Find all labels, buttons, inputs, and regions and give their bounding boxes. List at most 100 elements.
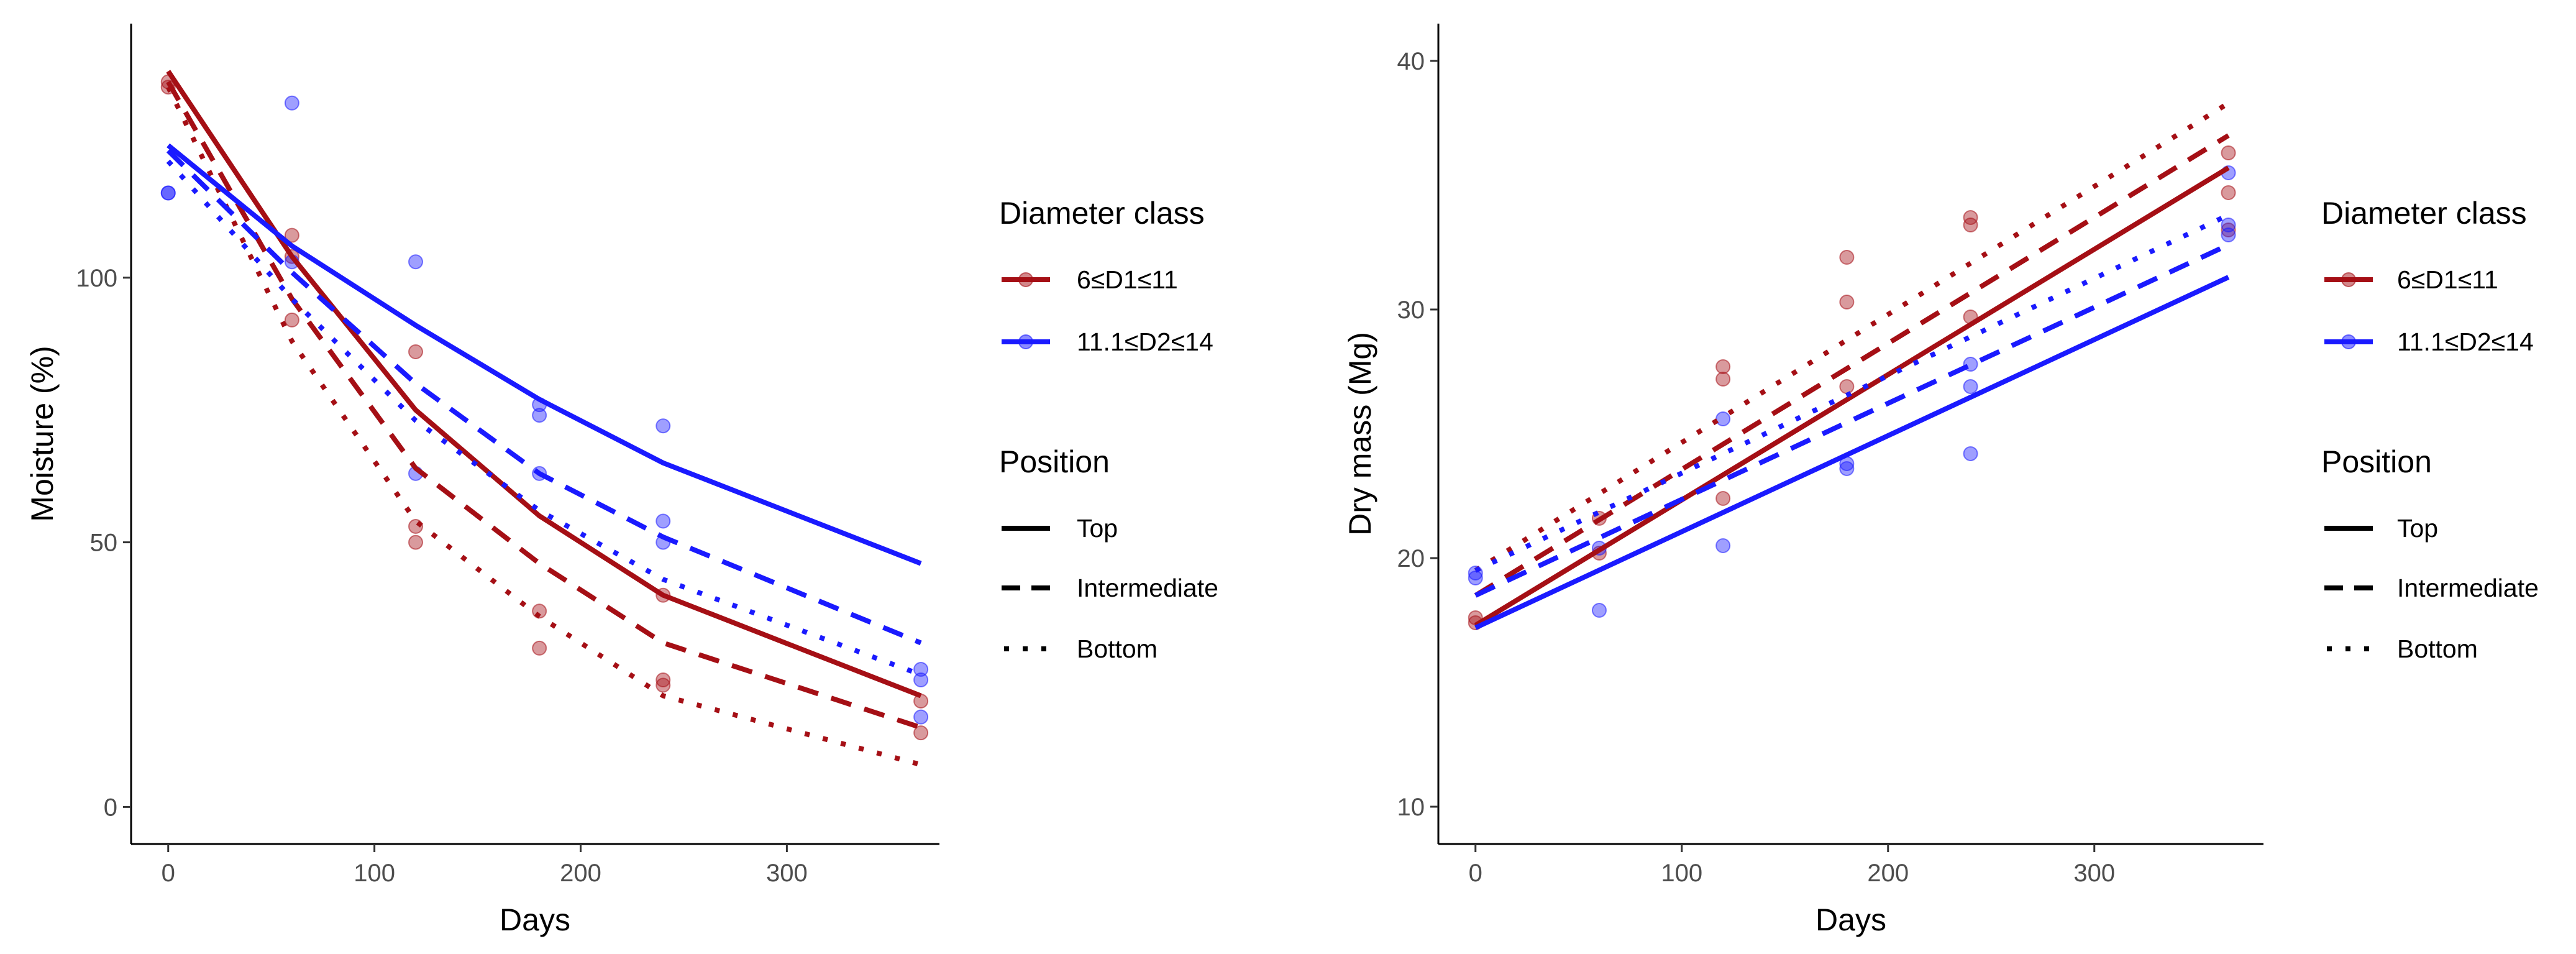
dry-mass-data-point bbox=[1591, 603, 1607, 618]
moisture-x-ticks: 0 100 200 300 bbox=[162, 844, 808, 887]
dry-mass-series-line-dashed-d1 bbox=[1474, 133, 2230, 598]
dry-mass-data-point bbox=[1839, 461, 1855, 476]
moisture-data-point bbox=[284, 95, 299, 111]
moisture-legend-d1-label: 6≤D1≤11 bbox=[1077, 265, 1178, 294]
moisture-x-axis-title: Days bbox=[500, 902, 570, 937]
moisture-plot-area bbox=[160, 70, 929, 768]
dry-mass-legend-top: Top bbox=[2324, 514, 2438, 543]
dry-mass-legend-bottom: Bottom bbox=[2327, 635, 2478, 663]
moisture-legend-d2-point bbox=[1018, 334, 1033, 349]
dry-mass-data-point bbox=[1468, 571, 1483, 585]
dry-mass-legend-diameter-d1: 6≤D1≤11 bbox=[2324, 265, 2498, 294]
moisture-data-point bbox=[284, 227, 299, 243]
dry-mass-data-point bbox=[2221, 227, 2236, 242]
dry-mass-legend-diameter-title: Diameter class bbox=[2321, 196, 2527, 231]
dry-mass-data-point bbox=[1839, 295, 1855, 310]
moisture-y-ticks: 0 50 100 bbox=[76, 265, 131, 821]
moisture-legend: Diameter class 6≤D1≤11 11.1≤D2≤14 Positi… bbox=[999, 196, 1218, 663]
moisture-legend-top-label: Top bbox=[1077, 514, 1118, 543]
dry-mass-data-point bbox=[2221, 222, 2236, 237]
dry-mass-y-tick-label: 20 bbox=[1397, 545, 1425, 572]
moisture-data-point bbox=[913, 725, 929, 741]
moisture-legend-d1-point bbox=[1018, 272, 1033, 287]
dry-mass-legend-top-label: Top bbox=[2397, 514, 2438, 543]
dry-mass-legend-d1-label: 6≤D1≤11 bbox=[2397, 265, 2498, 294]
dry-mass-x-tick-label: 0 bbox=[1469, 860, 1482, 887]
dry-mass-data-point bbox=[1963, 218, 1978, 232]
moisture-data-point bbox=[284, 312, 299, 328]
moisture-legend-top: Top bbox=[1002, 514, 1118, 543]
moisture-data-point bbox=[655, 677, 671, 693]
dry-mass-data-point bbox=[1715, 359, 1731, 374]
dry-mass-data-point bbox=[1963, 446, 1978, 461]
moisture-legend-position-title: Position bbox=[999, 444, 1110, 479]
moisture-y-axis-title: Moisture (%) bbox=[25, 346, 60, 521]
moisture-legend-diameter-d1: 6≤D1≤11 bbox=[1002, 265, 1178, 294]
moisture-data-point bbox=[913, 709, 929, 725]
dry-mass-y-tick-label: 40 bbox=[1397, 48, 1425, 75]
moisture-series-line-solid-d2 bbox=[167, 143, 922, 566]
dry-mass-legend-bottom-label: Bottom bbox=[2397, 635, 2478, 663]
dry-mass-x-tick-label: 200 bbox=[1867, 860, 1909, 887]
dry-mass-x-tick-label: 300 bbox=[2073, 860, 2115, 887]
moisture-legend-diameter-title: Diameter class bbox=[999, 196, 1205, 231]
dry-mass-x-ticks: 0 100 200 300 bbox=[1469, 844, 2115, 887]
moisture-data-point bbox=[408, 254, 424, 270]
moisture-panel: Days Moisture (%) 0 100 200 300 0 50 100 bbox=[25, 24, 939, 937]
moisture-legend-intermediate: Intermediate bbox=[1002, 574, 1218, 602]
dry-mass-data-point bbox=[2221, 185, 2236, 200]
moisture-x-tick-label: 200 bbox=[560, 860, 601, 887]
dry-mass-legend: Diameter class 6≤D1≤11 11.1≤D2≤14 Positi… bbox=[2321, 196, 2539, 663]
dry-mass-legend-d1-point bbox=[2341, 272, 2356, 287]
dry-mass-plot-area bbox=[1468, 101, 2236, 630]
moisture-y-tick-label: 100 bbox=[76, 265, 117, 292]
dry-mass-y-tick-label: 10 bbox=[1397, 794, 1425, 821]
dry-mass-legend-d2-point bbox=[2341, 334, 2356, 349]
moisture-legend-intermediate-label: Intermediate bbox=[1077, 574, 1218, 602]
dry-mass-data-point bbox=[2221, 145, 2236, 160]
moisture-data-point bbox=[655, 418, 671, 434]
moisture-x-tick-label: 0 bbox=[162, 860, 175, 887]
dry-mass-data-point bbox=[1715, 538, 1731, 553]
dry-mass-legend-d2-label: 11.1≤D2≤14 bbox=[2397, 328, 2534, 356]
moisture-data-point bbox=[532, 640, 547, 656]
dry-mass-data-point bbox=[1715, 372, 1731, 387]
moisture-data-point bbox=[408, 344, 424, 359]
dry-mass-series-line-dotted-d2 bbox=[1474, 213, 2230, 573]
dry-mass-x-tick-label: 100 bbox=[1661, 860, 1702, 887]
moisture-legend-diameter-d2: 11.1≤D2≤14 bbox=[1002, 328, 1213, 356]
dry-mass-data-point bbox=[1839, 250, 1855, 265]
moisture-legend-bottom-label: Bottom bbox=[1077, 635, 1158, 663]
dry-mass-data-point bbox=[1715, 411, 1731, 426]
dry-mass-data-point bbox=[1839, 379, 1855, 394]
dry-mass-legend-diameter-d2: 11.1≤D2≤14 bbox=[2324, 328, 2534, 356]
dry-mass-y-tick-label: 30 bbox=[1397, 296, 1425, 324]
moisture-data-point bbox=[913, 672, 929, 687]
moisture-data-point bbox=[532, 408, 547, 423]
dry-mass-legend-intermediate: Intermediate bbox=[2324, 574, 2539, 602]
moisture-series-line-solid-d1 bbox=[166, 70, 922, 699]
dry-mass-panel: Days Dry mass (Mg) 0 100 200 300 10 20 30 40 bbox=[1343, 24, 2263, 937]
dry-mass-data-point bbox=[1963, 379, 1978, 394]
moisture-legend-bottom: Bottom bbox=[1004, 635, 1158, 663]
dry-mass-x-axis-title: Days bbox=[1816, 902, 1886, 937]
moisture-data-point bbox=[655, 672, 671, 687]
moisture-data-point bbox=[408, 534, 424, 550]
dry-mass-legend-intermediate-label: Intermediate bbox=[2397, 574, 2539, 602]
dry-mass-series-line-solid-d1 bbox=[1474, 165, 2230, 628]
dry-mass-series-line-dotted-d1 bbox=[1474, 101, 2230, 573]
moisture-x-tick-label: 100 bbox=[354, 860, 395, 887]
moisture-series-line-dotted-d1 bbox=[166, 86, 922, 768]
dry-mass-series-line-solid-d2 bbox=[1474, 275, 2230, 630]
dry-mass-data-point bbox=[1715, 491, 1731, 506]
moisture-series-line-dashed-d1 bbox=[166, 80, 922, 730]
moisture-data-point bbox=[655, 513, 671, 529]
moisture-y-tick-label: 0 bbox=[104, 794, 117, 821]
moisture-x-tick-label: 300 bbox=[766, 860, 808, 887]
dry-mass-y-ticks: 10 20 30 40 bbox=[1397, 48, 1438, 821]
moisture-legend-d2-label: 11.1≤D2≤14 bbox=[1077, 328, 1213, 356]
moisture-y-tick-label: 50 bbox=[90, 530, 118, 557]
moisture-series-line-dashed-d2 bbox=[166, 149, 922, 646]
moisture-data-point bbox=[913, 661, 929, 677]
dry-mass-legend-position-title: Position bbox=[2321, 444, 2432, 479]
